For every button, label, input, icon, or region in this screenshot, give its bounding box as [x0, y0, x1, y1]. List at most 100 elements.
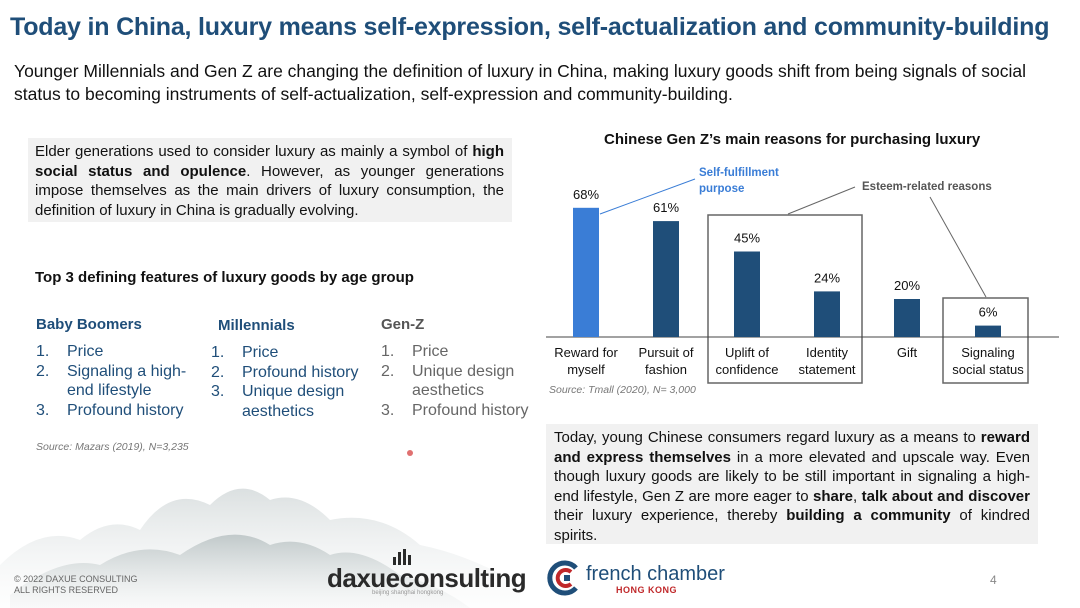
chart-bar [653, 221, 679, 337]
list-number: 3. [36, 401, 50, 419]
esteem-group-box [707, 214, 863, 384]
daxue-bars-icon [393, 549, 411, 565]
elder-text-part1: Elder generations used to consider luxur… [35, 143, 473, 160]
category-label-line: confidence [716, 362, 779, 377]
chart-bar [814, 291, 840, 337]
list-text: Price [412, 343, 449, 360]
today-text-b3: talk about and discover [861, 487, 1030, 505]
bar-value-label: 68% [573, 187, 599, 202]
category-label-line: fashion [645, 362, 687, 377]
bar-value-label: 61% [653, 200, 679, 215]
category-label-line: social status [952, 362, 1024, 377]
category-label: Identity statement [798, 345, 855, 377]
today-text-p2: in a more elevated and upscale way. Even… [554, 448, 1030, 505]
elder-text-part2: . However, as younger generations impose… [35, 162, 505, 219]
bar-chart: Self-fulfillment purpose Esteem-related re… [546, 167, 1059, 384]
category-label: Gift [897, 345, 918, 360]
list-text: Profound history [412, 401, 529, 419]
esteem-label: Esteem-related reasons [862, 181, 992, 193]
category-label-line: Signaling [961, 345, 1015, 360]
list-text: Profound history [242, 363, 359, 381]
category-label-line: Reward for [554, 345, 618, 360]
list-text: Price [242, 344, 279, 361]
elder-paragraph: Elder generations used to consider luxur… [35, 142, 504, 220]
annotation-line: purpose [699, 183, 744, 195]
esteem-connector-left [787, 186, 856, 215]
category-label-line: statement [798, 362, 855, 377]
annotation-line: Self-fulfillment [699, 167, 779, 179]
today-text-p1: Today, young Chinese consumers regard lu… [554, 429, 981, 446]
list-text: Price [67, 343, 104, 360]
mountain-front [10, 534, 470, 608]
chart-bar [975, 325, 1001, 337]
copyright-line-1: © 2022 DAXUE CONSULTING [14, 574, 138, 584]
features-title: Top 3 defining features of luxury goods … [35, 269, 414, 286]
category-label-line: Uplift of [725, 345, 769, 360]
bar-value-label: 20% [894, 278, 920, 293]
today-text-b2: share [812, 487, 854, 505]
millennials-list: 1. Price 2. Profound history 3. Unique desi… [211, 343, 371, 421]
list-item: 2. Signaling a high-end lifestyle [36, 362, 196, 401]
list-text: Signaling a high-end lifestyle [67, 362, 187, 400]
list-number: 3. [381, 401, 395, 419]
french-chamber-name: french chamber [586, 563, 725, 585]
page-number: 4 [990, 573, 997, 587]
esteem-connector-right [929, 196, 987, 298]
chart-bar [894, 299, 920, 337]
today-text-p3: , [853, 487, 862, 505]
category-label-line: Identity [806, 345, 848, 360]
list-text: Unique design aesthetics [242, 383, 345, 420]
chart-title: Chinese Gen Z’s main reasons for purchas… [604, 131, 981, 148]
bar-value-label: 6% [979, 305, 998, 320]
french-chamber-sub: HONG KONG [616, 585, 678, 595]
list-item: 1. Price [211, 343, 371, 363]
bar-value-label: 45% [734, 231, 760, 246]
category-label-line: myself [567, 362, 605, 377]
list-number: 3. [211, 383, 225, 400]
category-label-line: Pursuit of [639, 345, 694, 360]
list-item: 2. Profound history [211, 363, 371, 383]
page-subtitle: Younger Millennials and Gen Z are changi… [14, 61, 1027, 104]
category-label: Signaling social status [952, 345, 1024, 377]
baby-boomers-list: 1. Price 2. Signaling a high-end lifestyle… [36, 342, 196, 420]
mountain-illustration [0, 450, 520, 608]
daxue-tagline: beijing shanghai hongkong [372, 590, 444, 596]
category-label: Pursuit of fashion [639, 345, 694, 377]
elder-text-bold: high social status and opulence [35, 143, 504, 180]
signaling-group-box [942, 297, 1029, 384]
column-heading-millennials: Millennials [218, 317, 295, 334]
today-text-b4: building a community [786, 507, 951, 524]
list-item: 1. Price [381, 342, 541, 362]
self-fulfillment-connector [599, 178, 696, 215]
today-paragraph: Today, young Chinese consumers regard lu… [554, 428, 1030, 545]
list-number: 2. [381, 362, 395, 380]
list-number: 2. [36, 362, 50, 380]
gen-z-list: 1. Price 2. Unique design aesthetics 3. Pro… [381, 342, 541, 420]
bar-value-label: 24% [814, 270, 840, 285]
category-label: Reward for myself [554, 345, 618, 377]
list-text: Unique design aesthetics [412, 362, 515, 400]
today-text-p5: of kindred spirits. [554, 507, 1030, 544]
today-text-b1: reward and express themselves [554, 429, 1030, 466]
list-item: 3. Profound history [36, 401, 196, 421]
elder-text-box [28, 138, 512, 222]
copyright-line-2: ALL RIGHTS RESERVED [14, 585, 119, 595]
list-item: 3. Unique design aesthetics [211, 382, 371, 421]
french-chamber-logo-icon [547, 560, 578, 596]
chart-source: Source: Tmall (2020), N= 3,000 [549, 384, 696, 396]
list-text: Profound history [67, 401, 184, 419]
list-item: 2. Unique design aesthetics [381, 362, 541, 401]
today-text-box [546, 424, 1038, 544]
column-heading-baby-boomers: Baby Boomers [36, 316, 142, 333]
chart-bar [734, 251, 760, 337]
page-title: Today in China, luxury means self-expres… [10, 13, 1050, 41]
category-label: Uplift of confidence [716, 345, 779, 377]
features-source: Source: Mazars (2019), N=3,235 [36, 441, 189, 453]
self-fulfillment-label: Self-fulfillment purpose [699, 167, 779, 195]
list-number: 1. [211, 344, 225, 361]
copyright: © 2022 DAXUE CONSULTING ALL RIGHTS RESERV… [14, 574, 138, 596]
category-label-line: Gift [897, 345, 918, 360]
list-number: 1. [36, 343, 50, 360]
list-item: 1. Price [36, 342, 196, 362]
list-number: 2. [211, 363, 225, 381]
